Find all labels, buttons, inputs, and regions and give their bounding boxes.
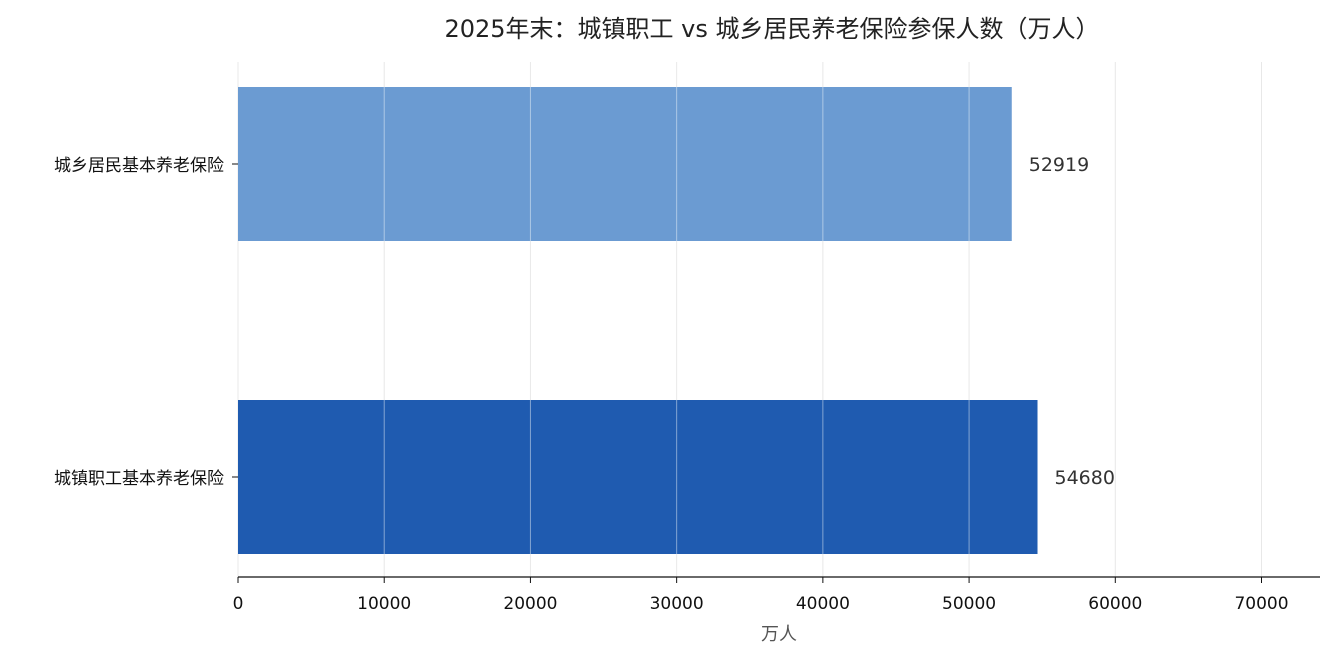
x-tick-label: 0 <box>233 594 244 614</box>
data-label: 52919 <box>1029 154 1089 176</box>
bar <box>238 87 1012 241</box>
x-tick-label: 20000 <box>503 594 557 614</box>
x-tick-label: 30000 <box>650 594 704 614</box>
axes <box>232 163 1320 583</box>
labels: 0 10000 20000 30000 40000 50000 60000 70000 城乡居民… <box>54 154 1289 614</box>
x-axis-title: 万人 <box>761 624 797 645</box>
chart-title: 2025年末：城镇职工 vs 城乡居民养老保险参保人数（万人） <box>444 15 1099 43</box>
x-tick-label: 50000 <box>942 594 996 614</box>
x-tick-label: 60000 <box>1088 594 1142 614</box>
x-tick-label: 10000 <box>357 594 411 614</box>
x-tick-label: 40000 <box>796 594 850 614</box>
x-tick-label: 70000 <box>1234 594 1288 614</box>
data-label: 54680 <box>1055 467 1115 489</box>
category-label: 城镇职工基本养老保险 <box>54 469 224 489</box>
bars <box>238 87 1038 554</box>
category-label: 城乡居民基本养老保险 <box>54 156 224 176</box>
bar-overlay-grid <box>383 87 970 554</box>
bar <box>238 400 1038 554</box>
